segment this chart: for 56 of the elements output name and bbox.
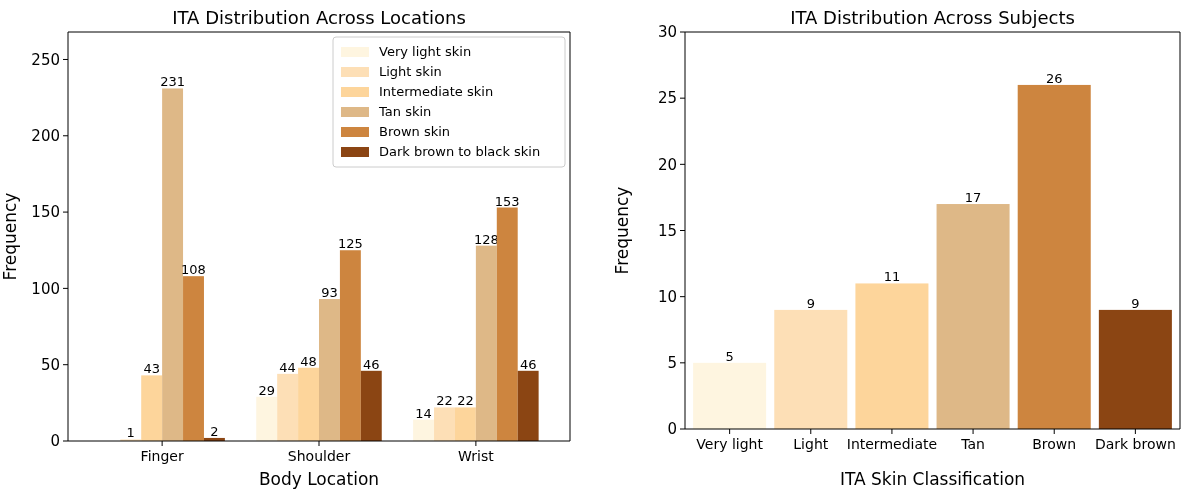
- data-label: 1: [126, 425, 135, 441]
- data-label: 43: [143, 361, 160, 377]
- y-axis-title: Frequency: [612, 186, 632, 275]
- chart-title: ITA Distribution Across Subjects: [790, 7, 1075, 28]
- legend-label: Very light skin: [379, 44, 472, 59]
- y-tick-label: 5: [667, 354, 677, 373]
- data-label: 48: [300, 353, 317, 369]
- data-label: 11: [883, 269, 901, 285]
- x-axis-title: Body Location: [258, 469, 380, 489]
- data-label: 44: [279, 359, 296, 375]
- y-tick-label: 50: [40, 355, 60, 374]
- data-label: 14: [415, 405, 432, 421]
- legend-label: Intermediate skin: [379, 84, 494, 99]
- y-tick-label: 200: [31, 127, 60, 146]
- x-tick-label: Intermediate: [846, 436, 938, 452]
- y-tick-label: 250: [31, 50, 60, 69]
- data-label: 22: [436, 393, 453, 409]
- y-tick-label: 0: [667, 420, 677, 439]
- data-label: 125: [337, 236, 363, 252]
- x-tick-label: Light: [793, 436, 829, 452]
- x-tick-label: Brown: [1032, 436, 1077, 452]
- y-tick-label: 20: [657, 155, 677, 174]
- data-label: 231: [160, 74, 185, 90]
- y-tick-label: 10: [657, 287, 677, 306]
- chart-title: ITA Distribution Across Locations: [172, 7, 466, 28]
- y-tick-label: 150: [31, 203, 60, 222]
- data-label: 9: [806, 295, 815, 311]
- y-tick-label: 15: [657, 221, 677, 240]
- data-label: 5: [725, 348, 734, 364]
- data-label: 2: [210, 423, 219, 439]
- data-label: 9: [1131, 295, 1140, 311]
- x-tick-label: Finger: [140, 448, 184, 464]
- y-tick-label: 30: [657, 23, 677, 42]
- x-tick-label: Tan: [960, 436, 985, 452]
- data-label: 29: [258, 382, 275, 398]
- y-tick-label: 0: [50, 432, 60, 451]
- data-label: 26: [1045, 70, 1063, 86]
- data-label: 46: [519, 356, 537, 372]
- data-label: 22: [457, 393, 474, 409]
- legend-label: Dark brown to black skin: [379, 144, 541, 159]
- x-tick-label: Very light: [696, 436, 764, 452]
- data-label: 17: [964, 190, 982, 206]
- y-tick-label: 25: [657, 89, 677, 108]
- data-label: 153: [494, 193, 520, 209]
- legend-label: Light skin: [379, 64, 442, 79]
- legend-label: Brown skin: [379, 124, 451, 139]
- data-label: 46: [363, 356, 380, 372]
- y-tick-label: 100: [31, 279, 60, 298]
- x-axis-title: ITA Skin Classification: [839, 469, 1026, 489]
- x-tick-label: Wrist: [458, 448, 495, 464]
- y-axis-title: Frequency: [0, 192, 20, 281]
- data-label: 108: [181, 262, 206, 278]
- legend-label: Tan skin: [378, 104, 432, 119]
- data-label: 93: [321, 285, 338, 301]
- x-tick-label: Dark brown: [1094, 436, 1176, 452]
- x-tick-label: Shoulder: [287, 448, 351, 464]
